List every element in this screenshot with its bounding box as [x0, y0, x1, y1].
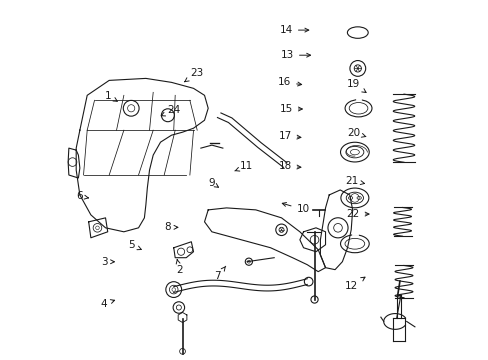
Text: 8: 8	[164, 222, 178, 232]
Text: 10: 10	[282, 203, 309, 215]
Text: 21: 21	[345, 176, 364, 186]
Text: 1: 1	[104, 91, 117, 101]
Text: 4: 4	[101, 299, 114, 309]
Text: 19: 19	[346, 79, 366, 93]
Text: 18: 18	[278, 161, 300, 171]
Text: 3: 3	[101, 257, 114, 267]
Text: 11: 11	[234, 161, 253, 171]
Text: 22: 22	[346, 209, 368, 219]
Text: 6: 6	[76, 191, 88, 201]
Text: 15: 15	[279, 104, 302, 114]
Text: 16: 16	[277, 77, 301, 87]
Text: 12: 12	[345, 277, 364, 291]
Text: 23: 23	[184, 68, 203, 82]
Text: 9: 9	[208, 178, 218, 188]
Text: 7: 7	[214, 266, 225, 281]
Text: 14: 14	[279, 25, 308, 35]
Text: 13: 13	[280, 50, 310, 60]
Text: 24: 24	[161, 105, 180, 116]
Text: 2: 2	[176, 260, 183, 275]
Text: 20: 20	[346, 128, 365, 138]
Text: 5: 5	[128, 240, 141, 250]
Text: 17: 17	[278, 131, 300, 141]
